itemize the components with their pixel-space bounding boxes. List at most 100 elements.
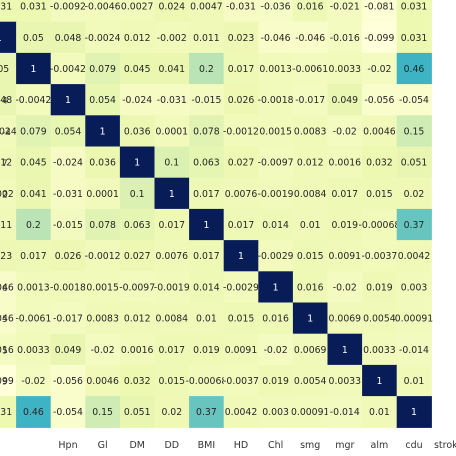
cell-value-label: 0.0042 <box>225 407 258 418</box>
cell-value-label: 0.15 <box>92 407 113 418</box>
cell-value-label: 0.063 <box>124 220 151 231</box>
heatmap-cell <box>16 21 52 54</box>
cell-value-label: -0.0042 <box>50 64 86 75</box>
heatmap-cell <box>85 208 121 241</box>
cell-value-label: 0.05 <box>0 64 9 75</box>
heatmap-cell <box>0 208 17 241</box>
cell-value-label: 0.026 <box>228 95 255 106</box>
x-tick-label: BMI <box>198 440 216 451</box>
cell-value-label: 0.031 <box>0 407 12 418</box>
heatmap-cell <box>189 271 225 304</box>
cell-value-label: 0.0091 <box>225 345 258 356</box>
cell-value-label: 0.00091 <box>291 407 330 418</box>
heatmap-cell <box>0 146 17 179</box>
cell-value-label: -0.031 <box>226 2 256 13</box>
x-tick-label: DD <box>164 440 179 451</box>
cell-value-label: 0.0046 <box>363 126 396 137</box>
heatmap-cell <box>154 52 190 85</box>
heatmap-cell <box>362 240 398 272</box>
heatmap-cell <box>16 396 52 428</box>
cell-value-label: 0.0016 <box>329 158 362 169</box>
heatmap-cell <box>154 364 190 397</box>
heatmap-cell <box>0 21 17 54</box>
heatmap-cell <box>396 52 432 85</box>
cell-value-label: 0.0084 <box>156 314 189 325</box>
cell-value-label: 0.051 <box>124 407 151 418</box>
cell-value-label: 0.063 <box>193 158 220 169</box>
cell-value-label: 0.031 <box>0 2 12 13</box>
cell-value-label: 0.46 <box>23 407 44 418</box>
heatmap-cell <box>258 52 294 85</box>
cell-value-label: 0.078 <box>89 220 116 231</box>
heatmap-cell <box>119 115 156 148</box>
heatmap-cell <box>119 146 156 179</box>
cell-value-label: 0.37 <box>404 220 425 231</box>
x-tick-label: stroke <box>434 440 456 451</box>
heatmap-cell <box>50 271 86 304</box>
cell-value-label: 0.019 <box>262 376 289 387</box>
cell-value-label: 0.01 <box>369 407 390 418</box>
cell-value-label: 0.032 <box>124 376 151 387</box>
cell-value-label: 0.015 <box>297 251 324 262</box>
cell-value-label: 0.078 <box>193 126 220 137</box>
cell-value-label: 0.0001 <box>86 189 119 200</box>
cell-value-label: -0.046 <box>0 314 14 325</box>
heatmap-cell <box>16 333 52 366</box>
heatmap-cell <box>292 0 329 23</box>
cell-value-label: 0.049 <box>55 345 82 356</box>
cell-value-label: 0.017 <box>228 220 255 231</box>
cell-value-label: -0.014 <box>330 407 360 418</box>
heatmap-cell <box>154 240 190 272</box>
cell-value-label: 0.048 <box>55 33 82 44</box>
cell-value-label: 1 <box>100 126 106 137</box>
heatmap-cell <box>50 240 86 272</box>
heatmap-cell <box>292 333 329 366</box>
cell-value-label: 0.0016 <box>121 345 154 356</box>
cell-value-label: 0.0083 <box>86 314 119 325</box>
cell-value-label: 0.0069 <box>294 345 327 356</box>
cell-value-label: 0.019 <box>193 345 220 356</box>
heatmap-cell <box>292 84 329 116</box>
heatmap-cell <box>327 364 363 397</box>
heatmap-cell <box>258 177 294 210</box>
heatmap-cell <box>50 21 86 54</box>
heatmap-cell <box>396 0 432 23</box>
cell-value-label: 0.031 <box>401 2 428 13</box>
cell-value-label: 0.027 <box>228 158 255 169</box>
cell-value-label: 0.012 <box>0 158 12 169</box>
heatmap-cell <box>362 271 398 304</box>
heatmap-cell <box>292 302 329 335</box>
cell-value-label: 0.1 <box>130 189 145 200</box>
x-tick-label: mgr <box>335 440 354 451</box>
heatmap-cell <box>396 208 432 241</box>
heatmap-cell <box>0 84 17 116</box>
heatmap-cell <box>119 84 156 116</box>
cell-value-label: 1 <box>273 282 279 293</box>
heatmap-cell <box>50 52 86 85</box>
cell-value-label: 0.02 <box>161 407 182 418</box>
heatmap-cell <box>223 208 259 241</box>
cell-value-label: 0.37 <box>196 407 217 418</box>
heatmap-cell <box>327 0 363 23</box>
cell-value-label: -0.0097 <box>258 158 294 169</box>
cell-value-label: -0.0019 <box>258 189 294 200</box>
cell-value-label: 0.0047 <box>190 2 223 13</box>
heatmap-cell <box>85 21 121 54</box>
heatmap-cell <box>223 115 259 148</box>
heatmap-cell <box>327 52 363 85</box>
heatmap-cell <box>223 333 259 366</box>
heatmap-cell <box>0 115 17 148</box>
heatmap-cell <box>189 146 225 179</box>
heatmap-cell <box>258 333 294 366</box>
cell-value-label: 0.019 <box>331 220 358 231</box>
x-tick-label: alm <box>371 440 389 451</box>
heatmap-cell <box>16 84 52 116</box>
heatmap-cell <box>154 208 190 241</box>
heatmap-cell <box>0 240 17 272</box>
heatmap-cell <box>85 396 121 428</box>
heatmap-cell <box>362 84 398 116</box>
heatmap-cell <box>119 0 156 23</box>
cell-value-label: -0.021 <box>330 2 360 13</box>
heatmap-cell <box>50 177 86 210</box>
heatmap-cell <box>327 84 363 116</box>
